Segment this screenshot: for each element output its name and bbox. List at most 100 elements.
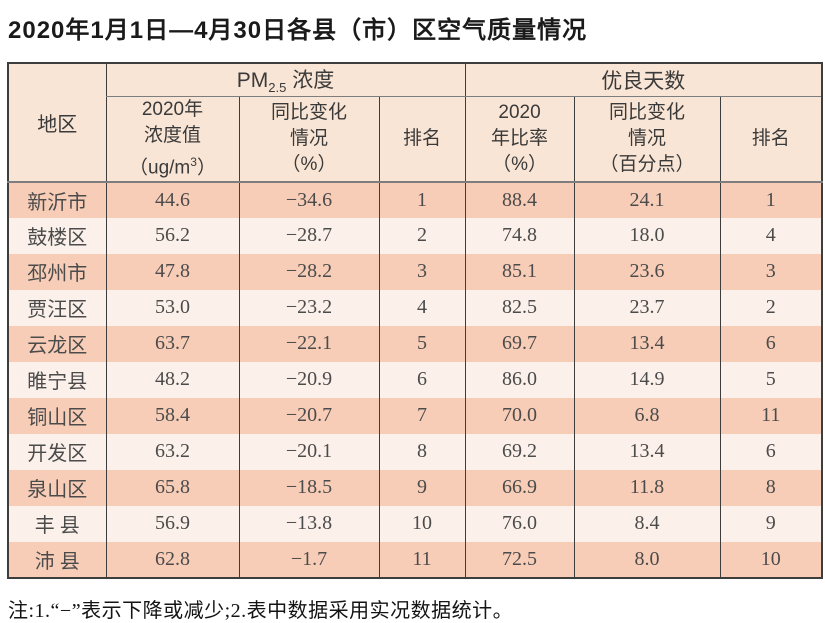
cell-good-change: 24.1 [573,181,721,218]
cell-good-rank: 6 [719,325,823,362]
col-group-pm25: PM2.5 浓度 [105,63,466,97]
pm-change-line1: 同比变化 [270,101,347,123]
cell-pm-value: 53.0 [105,289,239,326]
header-group-row: 地区 PM2.5 浓度 优良天数 [7,63,823,183]
cell-pm-change: −13.8 [238,505,379,542]
cell-good-rank: 8 [719,469,823,506]
cell-pm-value: 47.8 [105,253,239,290]
cell-pm-value: 56.2 [105,217,239,254]
cell-region: 邳州市 [7,253,106,290]
cell-pm-rank: 3 [378,253,466,290]
cell-pm-value: 48.2 [105,361,239,398]
cell-pm-value: 62.8 [105,541,239,578]
table-row: 沛 县 62.8 −1.7 11 72.5 8.0 10 [7,541,823,578]
table-row: 贾汪区 53.0 −23.2 4 82.5 23.7 2 [7,289,823,326]
page-title: 2020年1月1日—4月30日各县（市）区空气质量情况 [8,17,588,44]
header-sub-row: 2020年 浓度值 （ug/m3） 同比变化 情况 （%） 排名 2020 年比… [8,96,823,183]
cell-region: 铜山区 [7,397,106,434]
cell-pm-rank: 6 [378,361,466,398]
col-header-good-change: 同比变化 情况 （百分点） [573,96,721,183]
pm-value-line2: 浓度值 [143,124,201,146]
cell-good-change: 14.9 [573,361,721,398]
cell-good-rank: 2 [719,289,823,326]
good-change-line2: 情况 [628,127,667,149]
cell-pm-value: 44.6 [105,181,239,218]
col-group-good-days: 优良天数 [464,63,823,97]
cell-good-rank: 10 [719,541,823,578]
cell-good-change: 23.7 [573,289,721,326]
cell-good-rate: 69.7 [464,325,575,362]
good-rate-line3: （%） [492,153,547,175]
cell-pm-change: −20.7 [238,397,379,434]
table-body: 新沂市 44.6 −34.6 1 88.4 24.1 1 鼓楼区 56.2 −28.7 2 74.8 1… [7,181,823,578]
cell-pm-rank: 4 [378,289,466,326]
cell-good-rank: 11 [719,397,823,434]
cell-pm-rank: 7 [378,397,466,434]
col-header-good-rate: 2020 年比率 （%） [464,96,575,183]
cell-pm-change: −20.1 [238,433,379,470]
cell-pm-value: 56.9 [105,505,239,542]
cell-region: 鼓楼区 [7,217,106,254]
col-header-pm-value: 2020年 浓度值 （ug/m3） [105,96,239,183]
pm-value-line1: 2020年 [141,98,204,120]
air-quality-table: 地区 PM2.5 浓度 优良天数 2020年 浓度值 （ug/m3） 同比变化 … [7,62,824,579]
pm25-label-subscript: 2.5 [268,80,287,96]
col-header-region: 地区 [7,63,106,183]
cell-good-change: 23.6 [573,253,721,290]
cell-good-rank: 6 [719,433,823,470]
table-row: 铜山区 58.4 −20.7 7 70.0 6.8 11 [7,397,823,434]
cell-pm-value: 63.2 [105,433,239,470]
cell-region: 贾汪区 [7,289,106,326]
cell-good-change: 18.0 [573,217,721,254]
pm-value-unit-open: （ug/m [129,156,191,178]
cell-pm-change: −1.7 [238,541,379,578]
cell-region: 沛 县 [7,541,106,578]
col-header-pm-rank: 排名 [378,96,466,183]
cell-good-change: 11.8 [573,469,721,506]
cell-pm-value: 63.7 [105,325,239,362]
col-header-pm-change: 同比变化 情况 （%） [238,96,379,183]
table-row: 邳州市 47.8 −28.2 3 85.1 23.6 3 [7,253,823,290]
cell-pm-change: −20.9 [238,361,379,398]
cell-good-rank: 5 [719,361,823,398]
cell-good-rate: 88.4 [464,181,575,218]
cell-pm-rank: 10 [378,505,466,542]
pm-change-line2: 情况 [289,127,328,149]
cell-good-rate: 70.0 [464,397,575,434]
pm-change-line3: （%） [281,153,337,175]
cell-region: 云龙区 [7,325,106,362]
cell-good-change: 6.8 [573,397,721,434]
footnote: 注:1.“−”表示下降或减少;2.表中数据采用实况数据统计。 [8,599,514,622]
table-row: 开发区 63.2 −20.1 8 69.2 13.4 6 [7,433,823,470]
table-row: 睢宁县 48.2 −20.9 6 86.0 14.9 5 [7,361,823,398]
cell-pm-change: −23.2 [238,289,379,326]
table-row: 泉山区 65.8 −18.5 9 66.9 11.8 8 [7,469,823,506]
cell-good-rate: 76.0 [464,505,575,542]
cell-good-rank: 9 [719,505,823,542]
cell-pm-rank: 11 [378,541,466,578]
cell-good-rate: 82.5 [464,289,575,326]
cell-pm-rank: 5 [378,325,466,362]
cell-good-change: 8.0 [573,541,721,578]
pm-value-unit-close: ） [196,156,216,178]
cell-pm-change: −22.1 [238,325,379,362]
cell-good-rate: 69.2 [464,433,575,470]
good-rate-line2: 年比率 [491,127,549,149]
good-change-line1: 同比变化 [609,101,686,123]
cell-pm-value: 58.4 [105,397,239,434]
pm-value-unit-superscript: 3 [190,154,197,169]
pm25-label-suffix: 浓度 [286,69,335,93]
table-header: 地区 PM2.5 浓度 优良天数 2020年 浓度值 （ug/m3） 同比变化 … [7,63,823,183]
cell-good-rate: 85.1 [464,253,575,290]
cell-good-rank: 4 [719,217,823,254]
cell-pm-change: −34.6 [238,181,379,218]
cell-pm-rank: 9 [378,469,466,506]
cell-good-rate: 72.5 [464,541,575,578]
cell-good-rank: 3 [719,253,823,290]
good-change-line3: （百分点） [599,153,695,175]
pm25-label-prefix: PM [236,69,269,93]
cell-good-rate: 74.8 [464,217,575,254]
cell-good-rank: 1 [719,181,823,218]
cell-good-change: 13.4 [573,433,721,470]
table-row: 丰 县 56.9 −13.8 10 76.0 8.4 9 [7,505,823,542]
